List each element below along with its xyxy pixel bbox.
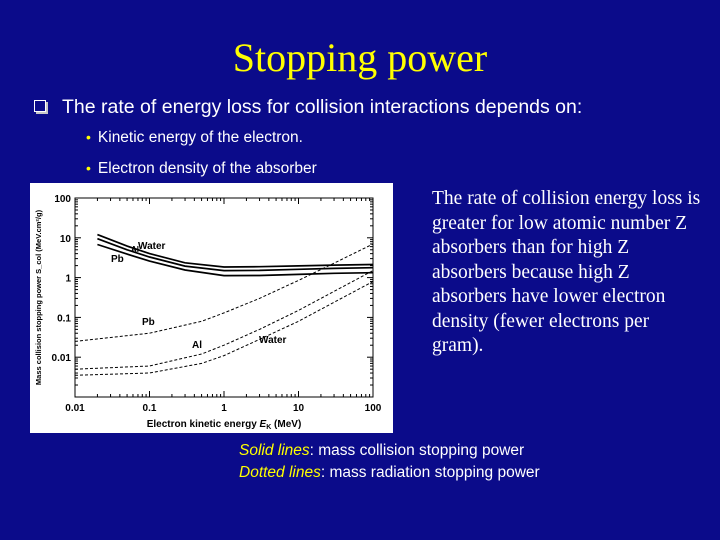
main-bullet: The rate of energy loss for collision in… (34, 96, 582, 119)
sub-bullet-kinetic: • Kinetic energy of the electron. (86, 129, 303, 147)
series-annotation-al: Al (192, 340, 202, 351)
x-tick-label: 0.1 (143, 403, 157, 414)
x-tick-label: 10 (293, 403, 305, 414)
y-tick-label: 0.01 (52, 353, 72, 364)
bullet-dot-icon: • (86, 160, 91, 176)
series-annotation-pb: Pb (111, 254, 124, 265)
legend-key: Solid lines (239, 442, 310, 459)
legend-desc: : mass collision stopping power (309, 442, 525, 459)
x-axis-label: Electron kinetic energy EK (MeV) (147, 419, 302, 431)
sub-bullet-text: Electron density of the absorber (97, 160, 317, 177)
stopping-power-chart: 0.01 0.1 1 10 100 0.01 0.1 1 10 100 Electron kinet… (30, 183, 393, 433)
plot-frame (74, 197, 374, 398)
series-annotation-pb: Pb (142, 317, 155, 328)
series-line-al-dotted (74, 270, 374, 370)
sub-bullet-text: Kinetic energy of the electron. (97, 129, 303, 146)
x-tick-label: 100 (365, 403, 382, 414)
y-tick-label: 100 (54, 194, 71, 205)
legend-key: Dotted lines (239, 464, 321, 481)
side-explanation: The rate of collision energy loss is gre… (432, 188, 701, 356)
bullet-dot-icon: • (86, 129, 91, 145)
series-annotation-water: Water (138, 241, 166, 252)
legend-dotted: Dotted lines: mass radiation stopping po… (239, 464, 540, 482)
slide-title: Stopping power (232, 35, 488, 80)
series-line-pb-solid (97, 243, 374, 277)
series-line-water-dotted (74, 281, 374, 376)
checkbox-bullet-icon (34, 100, 46, 112)
y-tick-label: 10 (60, 234, 72, 245)
y-tick-label: 1 (65, 274, 71, 285)
sub-bullet-density: • Electron density of the absorber (86, 160, 317, 178)
y-tick-label: 0.1 (57, 313, 71, 324)
main-bullet-text: The rate of energy loss for collision in… (62, 96, 583, 118)
series-annotation-al: Al (131, 245, 139, 254)
chart-svg: 0.01 0.1 1 10 100 0.01 0.1 1 10 100 Electron kinet… (34, 194, 382, 431)
x-tick-label: 1 (221, 403, 227, 414)
series-line-water-solid (97, 233, 374, 268)
series-annotation-water: Water (259, 335, 287, 346)
legend-solid: Solid lines: mass collision stopping pow… (239, 442, 524, 460)
series-line-pb-dotted (74, 243, 374, 342)
x-tick-label: 0.01 (65, 403, 85, 414)
y-axis-label: Mass collision stopping power S_col (MeV… (34, 209, 43, 385)
legend-desc: : mass radiation stopping power (320, 464, 540, 481)
